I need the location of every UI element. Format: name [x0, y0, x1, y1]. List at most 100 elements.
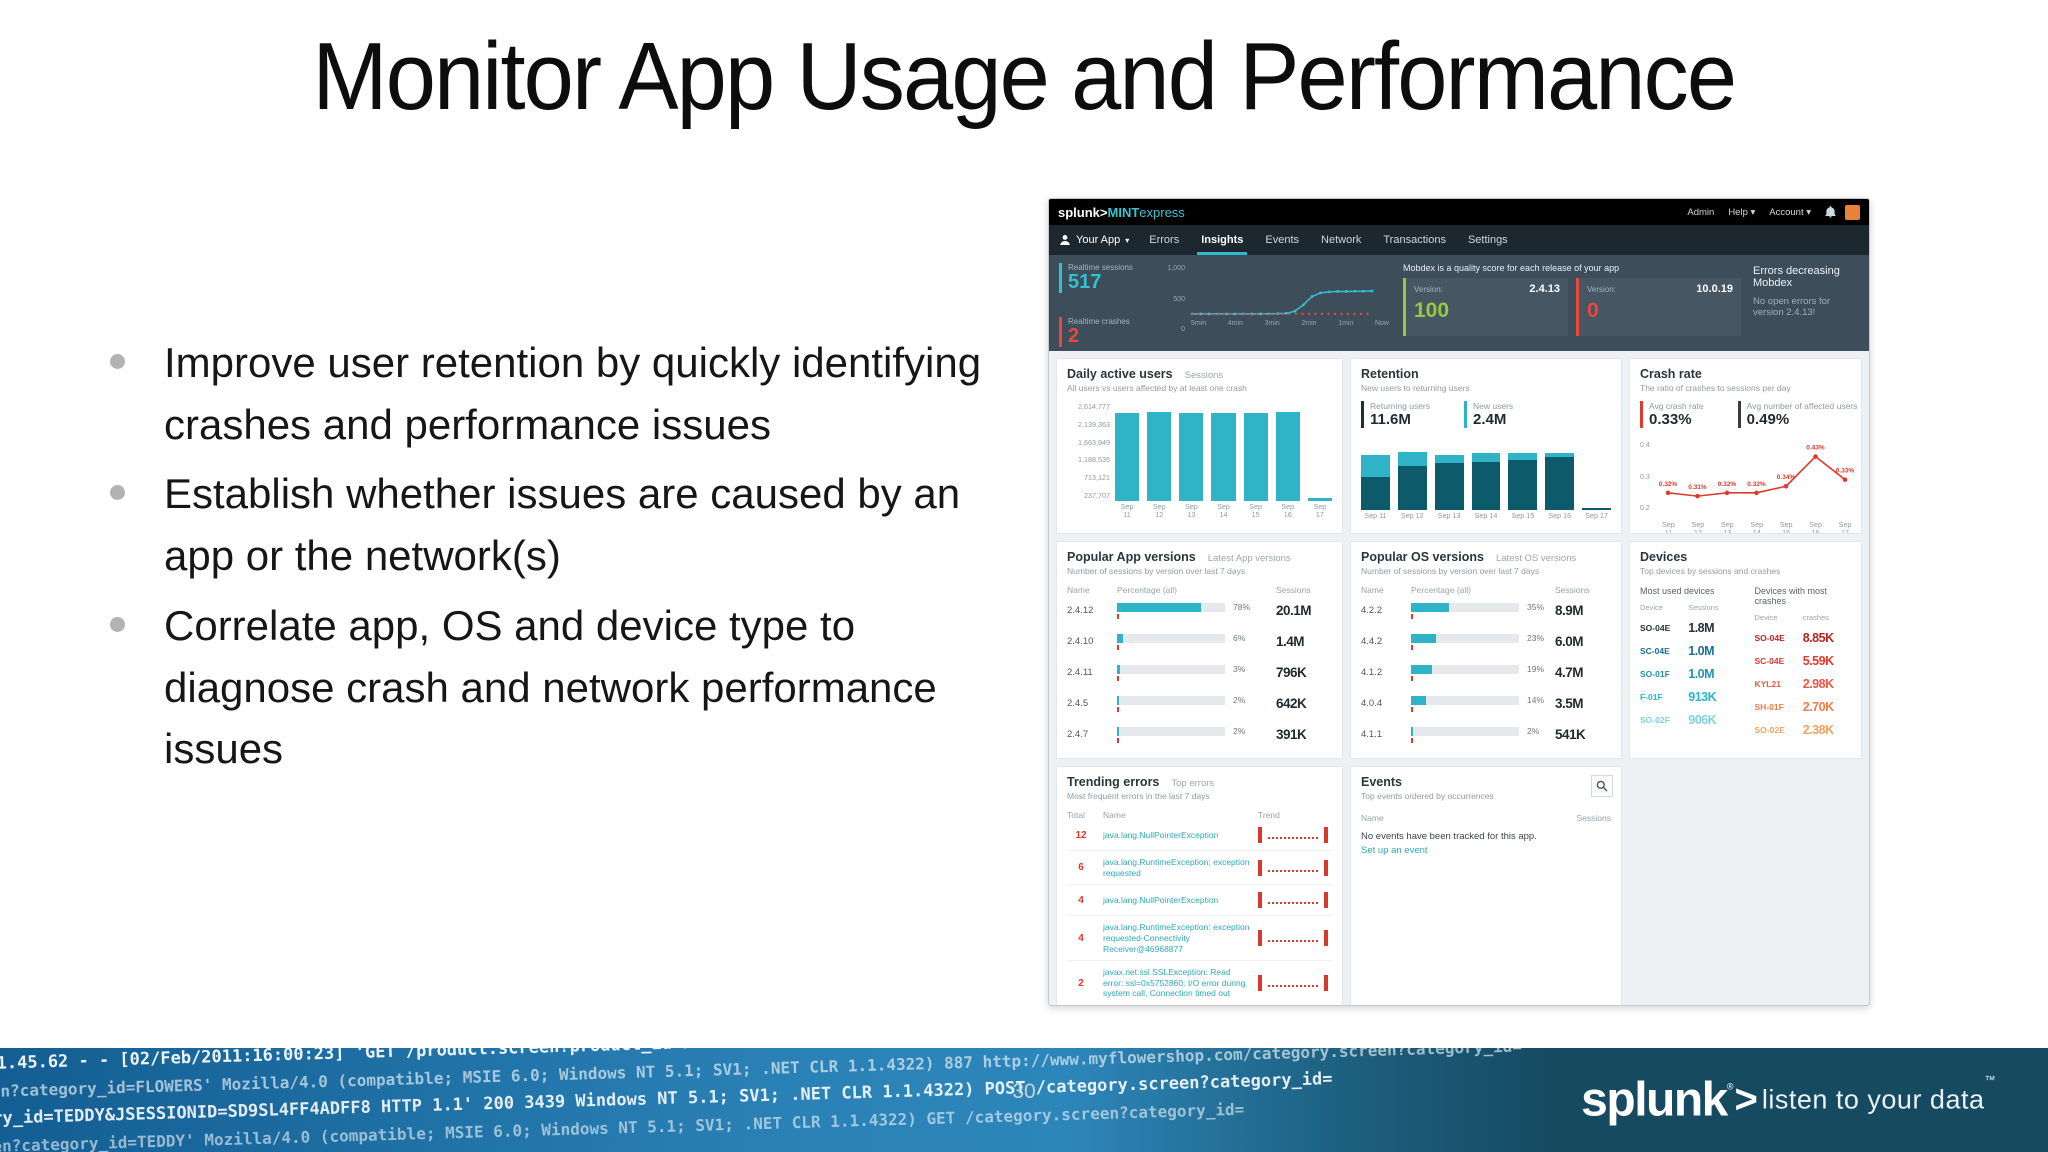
- new-users-segment: [1361, 454, 1390, 477]
- bullet-list: Improve user retention by quickly identi…: [108, 332, 988, 788]
- error-row[interactable]: 2 javax.net.ssl.SSLException: Read error:…: [1067, 960, 1332, 1005]
- percentage-label: 6%: [1233, 633, 1246, 643]
- app-selector[interactable]: Your App ▾: [1059, 234, 1129, 246]
- axis-tick-label: Sep 14: [1474, 511, 1498, 520]
- retention-bar-column: Sep 12: [1397, 434, 1427, 526]
- summary-band: Realtime sessions 517 Realtime crashes 2…: [1049, 255, 1869, 351]
- device-row[interactable]: SO-04E 1.8M: [1640, 616, 1737, 639]
- sessions-value: 541K: [1555, 727, 1586, 742]
- error-row[interactable]: 12 java.lang.NullPointerException: [1067, 820, 1332, 850]
- tab-errors[interactable]: Errors: [1149, 234, 1180, 246]
- device-row[interactable]: F-01F 913K: [1640, 685, 1737, 708]
- error-row[interactable]: 6 java.lang.RuntimeException: exception r…: [1067, 850, 1332, 884]
- tab-events[interactable]: Events: [1265, 234, 1300, 246]
- topbar-menu-item[interactable]: Account ▾: [1769, 206, 1811, 218]
- device-row[interactable]: SC-04E 5.59K: [1755, 649, 1852, 672]
- topbar-menu-item[interactable]: Admin: [1687, 206, 1715, 218]
- device-row[interactable]: SO-02E 2.38K: [1755, 718, 1852, 741]
- registered-mark: ®: [1726, 1081, 1734, 1091]
- device-row[interactable]: KYL21 2.98K: [1755, 672, 1852, 695]
- os-versions-title: Popular OS versions: [1361, 550, 1484, 564]
- sessions-value: 20.1M: [1276, 603, 1312, 618]
- retention-stacked-chart: Sep 11 Sep 12 Sep 13 Sep 14 Sep 15 Sep 16 Sep …: [1361, 434, 1612, 526]
- axis-tick-label: Sep 16: [1548, 511, 1572, 520]
- top-errors-link[interactable]: Top errors: [1171, 778, 1215, 789]
- stat-value: 2.4M: [1473, 411, 1507, 428]
- tab-network[interactable]: Network: [1321, 234, 1362, 246]
- tab-transactions[interactable]: Transactions: [1383, 234, 1446, 246]
- latest-os-versions-link[interactable]: Latest OS versions: [1495, 553, 1577, 564]
- device-row[interactable]: SO-01F 1.0M: [1640, 662, 1737, 685]
- tab-settings[interactable]: Settings: [1467, 234, 1508, 246]
- version-row[interactable]: 4.1.2 19% 4.7M: [1361, 657, 1611, 688]
- error-name: java.lang.NullPointerException: [1103, 829, 1219, 840]
- version-row[interactable]: 2.4.10 6% 1.4M: [1067, 626, 1332, 657]
- trending-errors-subtitle: Most frequent errors in the last 7 days: [1067, 791, 1210, 801]
- percentage-label: 2%: [1233, 695, 1246, 705]
- device-row[interactable]: SC-04E 1.0M: [1640, 639, 1737, 662]
- realtime-chart: 1,000 500 0 5min 4min 3min 2min 1min Now: [1163, 263, 1391, 347]
- crash-tick-icon: [1117, 614, 1119, 619]
- topbar-menu-item[interactable]: Help ▾: [1728, 206, 1756, 218]
- sessions-value: 6.0M: [1555, 634, 1584, 649]
- bullet-item: Improve user retention by quickly identi…: [108, 332, 988, 455]
- version-row[interactable]: 4.2.2 35% 8.9M: [1361, 595, 1611, 626]
- version-name: 4.1.1: [1361, 729, 1383, 740]
- progress-fill: [1117, 695, 1120, 705]
- devices-table-header: Device Sessions: [1640, 603, 1737, 612]
- realtime-sparkline: [1190, 289, 1374, 316]
- set-up-event-link[interactable]: Set up an event: [1361, 845, 1428, 857]
- avatar[interactable]: [1845, 204, 1860, 220]
- app-versions-subtitle: Number of sessions by version over last …: [1067, 566, 1246, 576]
- brand-express: express: [1139, 204, 1185, 220]
- crash-rate-stats: Avg crash rate 0.33% Avg number of affecte…: [1640, 401, 1857, 428]
- brand-mint: MINT: [1107, 204, 1140, 220]
- device-row[interactable]: SO-04E 8.85K: [1755, 626, 1852, 649]
- device-row[interactable]: SO-02F 906K: [1640, 708, 1737, 731]
- returning-users-segment: [1508, 459, 1538, 510]
- version-row[interactable]: 4.0.4 14% 3.5M: [1361, 688, 1611, 719]
- dau-sessions-link[interactable]: Sessions: [1184, 370, 1224, 381]
- axis-tick-label: 1,188,535: [1078, 455, 1110, 465]
- stat-label: Returning users: [1370, 401, 1431, 411]
- card-popular-os-versions: Popular OS versions Latest OS versions N…: [1350, 541, 1622, 759]
- version-row[interactable]: 2.4.11 3% 796K: [1067, 657, 1332, 688]
- progress-track: [1411, 664, 1519, 674]
- stat-value: 0.49%: [1746, 411, 1790, 428]
- progress-track: [1411, 633, 1519, 643]
- device-name: F-01F: [1640, 691, 1663, 702]
- progress-track: [1117, 602, 1225, 612]
- version-row[interactable]: 4.1.1 2% 541K: [1361, 719, 1611, 750]
- crash-rate-subtitle: The ratio of crashes to sessions per day: [1640, 383, 1791, 393]
- version-label: Version:: [1587, 285, 1616, 294]
- tab-insights[interactable]: Insights: [1197, 225, 1248, 255]
- axis-tick-label: Sep 13: [1720, 520, 1734, 534]
- devices-table-header: Device crashes: [1755, 613, 1852, 622]
- bar: [1275, 412, 1300, 501]
- search-button[interactable]: [1591, 775, 1613, 797]
- quality-score-panel: Mobdex is a quality score for each relea…: [1403, 263, 1741, 347]
- quality-caption: Mobdex is a quality score for each relea…: [1403, 263, 1620, 273]
- axis-tick-label: Sep 11: [1364, 511, 1387, 520]
- error-row[interactable]: 4 java.lang.NullPointerException: [1067, 884, 1332, 915]
- device-row[interactable]: SH-01F 2.70K: [1755, 695, 1852, 718]
- version-row[interactable]: 2.4.5 2% 642K: [1067, 688, 1332, 719]
- column-header: Sessions: [1576, 813, 1612, 823]
- error-row[interactable]: 4 java.lang.RuntimeException: exception r…: [1067, 915, 1332, 960]
- bullet-text: Correlate app, OS and device type to dia…: [164, 601, 937, 773]
- axis-tick-label: Sep 11: [1662, 520, 1675, 534]
- version-row[interactable]: 2.4.7 2% 391K: [1067, 719, 1332, 750]
- quality-score-box: Version: 10.0.19 0: [1576, 278, 1741, 336]
- stat-block: New users 2.4M: [1464, 401, 1513, 428]
- dau-bar-chart: Sep 11 Sep 12 Sep 13 Sep 14 Sep 15 Sep 16 Sep 17: [1115, 401, 1332, 519]
- page-title-text: Monitor App Usage and Performance: [312, 23, 1738, 130]
- percentage-label: 14%: [1527, 695, 1545, 705]
- percentage-label: 2%: [1527, 726, 1540, 736]
- dau-bar-column: Sep 17: [1307, 401, 1332, 519]
- bar: [1211, 413, 1236, 501]
- version-row[interactable]: 2.4.12 78% 20.1M: [1067, 595, 1332, 626]
- version-row[interactable]: 4.4.2 23% 6.0M: [1361, 626, 1611, 657]
- bell-icon[interactable]: [1825, 206, 1836, 218]
- percentage-label: 23%: [1527, 633, 1545, 643]
- latest-app-versions-link[interactable]: Latest App versions: [1207, 553, 1291, 564]
